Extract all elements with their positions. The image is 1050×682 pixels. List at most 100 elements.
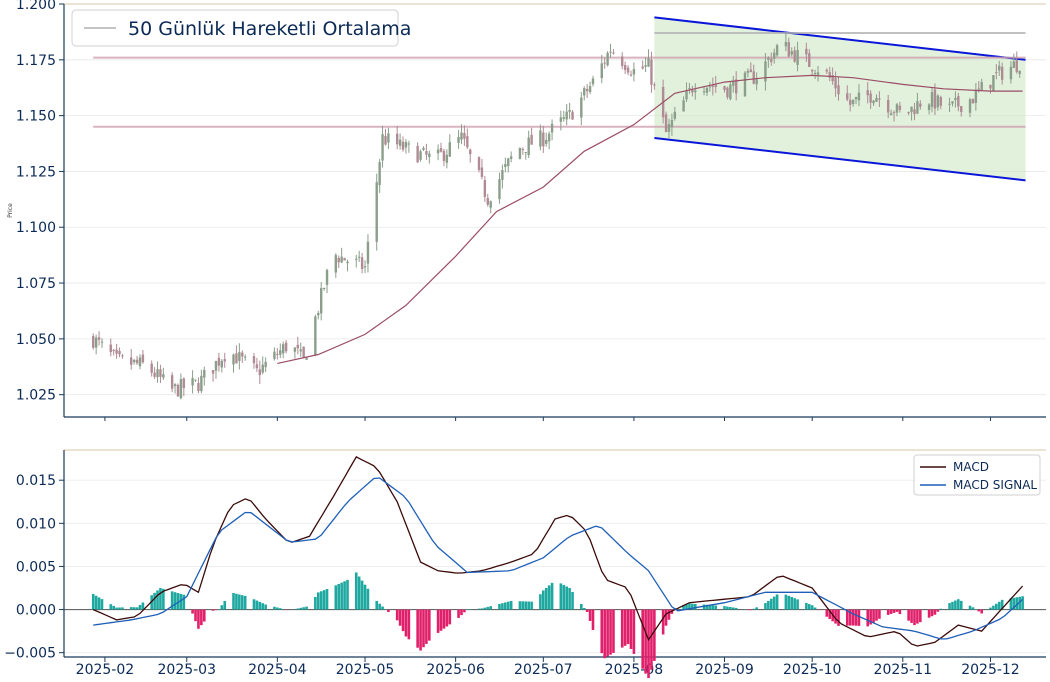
candle-body <box>632 69 636 75</box>
price-ytick-label: 1.025 <box>16 388 56 404</box>
candle-body <box>317 312 320 316</box>
macd-histogram-bar <box>518 601 522 610</box>
macd-histogram-bar <box>913 609 916 626</box>
candle-body <box>948 103 951 105</box>
macd-histogram-bar <box>787 595 791 610</box>
candle-body <box>813 72 817 74</box>
candle-body <box>784 42 788 47</box>
macd-histogram-bar <box>527 601 530 610</box>
candle-body <box>132 359 136 363</box>
candle-body <box>182 378 186 389</box>
candle-body <box>775 45 779 56</box>
macd-histogram-bar <box>688 603 691 610</box>
macd-histogram-bar <box>916 609 919 624</box>
macd-histogram-bar <box>582 607 586 610</box>
candle-body <box>419 151 422 160</box>
macd-histogram-bar <box>150 595 153 610</box>
candle-body <box>869 93 872 103</box>
candle-body <box>504 163 507 167</box>
candle-body <box>895 104 899 113</box>
macd-xtick-label: 2025-10 <box>783 662 842 678</box>
macd-histogram-bar <box>653 609 656 661</box>
candle-body <box>851 99 855 105</box>
macd-histogram-bar <box>1021 596 1024 610</box>
macd-histogram-bar <box>278 608 282 610</box>
macd-histogram-bar <box>939 608 943 610</box>
macd-histogram-bar <box>191 609 194 614</box>
candle-body <box>872 100 875 104</box>
macd-histogram-bar <box>886 609 890 615</box>
candle-body <box>559 117 563 122</box>
candle-body <box>889 113 893 116</box>
candle-body <box>805 48 808 55</box>
candle-body <box>387 133 390 143</box>
macd-histogram-bar <box>483 607 487 610</box>
macd-histogram-bar <box>705 604 709 610</box>
macd-histogram-bar <box>273 606 276 610</box>
candle-body <box>384 135 387 145</box>
candle-body <box>284 342 288 352</box>
candle-body <box>118 350 121 355</box>
macd-histogram-bar <box>588 609 592 622</box>
macd-histogram-bar <box>910 609 913 623</box>
candle-body <box>808 53 811 68</box>
macd-histogram-bar <box>252 599 256 610</box>
price-panel: 1.025 1.050 1.075 1.100 1.125 1.150 1.175 1.200… <box>7 0 1046 421</box>
macd-histogram-bar <box>848 609 852 626</box>
macd-histogram-bar <box>623 609 627 646</box>
candle-body <box>97 337 101 340</box>
macd-xtick-label: 2025-11 <box>874 662 933 678</box>
candle-body <box>112 350 115 352</box>
price-legend-label: 50 Günlük Hareketli Ortalama <box>128 18 411 40</box>
macd-histogram-bar <box>805 602 808 610</box>
price-legend: 50 Günlük Hareketli Ortalama <box>71 9 411 47</box>
macd-histogram-bar <box>480 608 484 610</box>
macd-histogram-bar <box>693 603 697 610</box>
candle-body <box>273 351 276 359</box>
candle-body <box>305 357 308 360</box>
candle-body <box>235 353 238 364</box>
macd-histogram-bar <box>562 584 566 610</box>
macd-histogram-bar <box>995 603 998 610</box>
macd-histogram-bar <box>243 595 247 610</box>
macd-histogram-bar <box>135 607 139 610</box>
candle-body <box>296 344 300 349</box>
candle-body <box>562 117 565 119</box>
candle-body <box>910 106 913 113</box>
candle-body <box>667 124 671 132</box>
candle-body <box>232 354 235 365</box>
candle-body <box>197 382 200 392</box>
macd-histogram-bar <box>360 580 364 610</box>
channel-lower-line <box>654 136 1026 182</box>
macd-histogram-bar <box>156 590 159 610</box>
price-ytick-label: 1.050 <box>16 332 56 348</box>
candle-body <box>603 62 606 64</box>
macd-histogram-bar <box>436 609 440 633</box>
candle-body <box>702 91 706 93</box>
candle-body <box>319 288 323 314</box>
candle-body <box>892 112 896 114</box>
macd-histogram-bar <box>463 609 466 613</box>
candle-body <box>501 170 504 180</box>
candle-body <box>1009 66 1013 80</box>
macd-histogram-bar <box>647 609 650 679</box>
macd-histogram-bar <box>466 609 469 610</box>
macd-histogram-bar <box>141 602 145 610</box>
candle-body <box>787 42 791 57</box>
candle-body <box>732 81 735 86</box>
macd-histogram-bar <box>869 609 872 625</box>
macd-histogram-bar <box>559 583 563 610</box>
candle-body <box>743 72 747 97</box>
candle-body <box>276 353 279 355</box>
price-ytick-label: 1.150 <box>16 109 56 125</box>
macd-histogram-bar <box>580 603 583 610</box>
macd-histogram-bar <box>612 609 615 653</box>
macd-histogram-bar <box>629 609 633 649</box>
macd-histogram-bar <box>992 605 995 610</box>
candle-body <box>927 104 931 110</box>
candle-body <box>957 96 960 107</box>
macd-histogram-bar <box>807 604 811 610</box>
macd-histogram-bar <box>708 605 712 610</box>
macd-histogram-bar <box>112 605 115 610</box>
price-ytick-label: 1.125 <box>16 164 56 180</box>
